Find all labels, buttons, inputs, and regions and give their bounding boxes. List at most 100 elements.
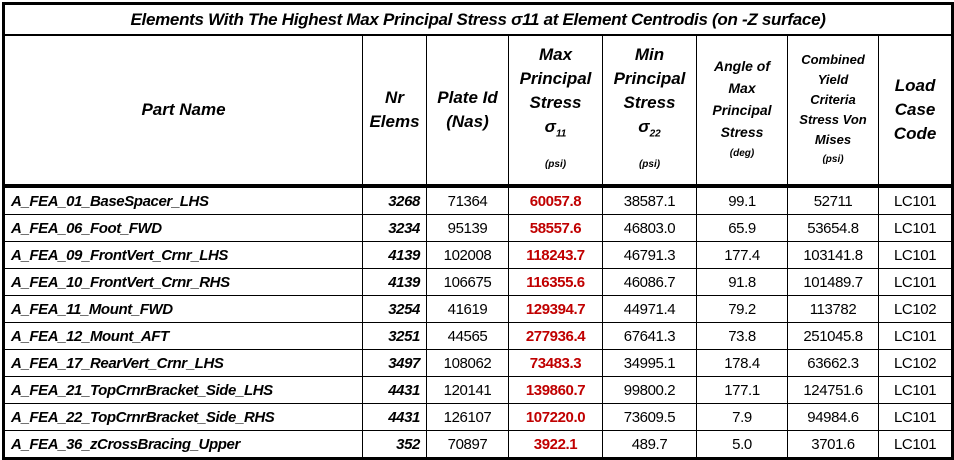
- load-case-cell: LC102: [877, 349, 954, 377]
- angle-cell: 177.4: [696, 241, 788, 269]
- header-load-case: Load Case Code: [877, 34, 954, 188]
- von-mises-cell: 63662.3: [787, 349, 879, 377]
- table-row: A_FEA_21_TopCrnrBracket_Side_LHS 4431 1201…: [3, 376, 954, 404]
- part-name-cell: A_FEA_22_TopCrnrBracket_Side_RHS: [3, 403, 363, 431]
- table-row: A_FEA_06_Foot_FWD 3234 95139 58557.6 46803.0…: [3, 214, 954, 242]
- load-case-cell: LC101: [877, 430, 954, 459]
- max-stress-cell: 58557.6: [508, 214, 603, 242]
- header-row: Part Name Nr Elems Plate Id (Nas) Max Princ…: [3, 34, 954, 188]
- part-name-cell: A_FEA_01_BaseSpacer_LHS: [3, 185, 363, 215]
- plate-id-cell: 108062: [426, 349, 509, 377]
- plate-id-cell: 120141: [426, 376, 509, 404]
- nr-elems-cell: 4139: [362, 241, 427, 269]
- min-stress-cell: 38587.1: [602, 185, 697, 215]
- max-stress-cell: 60057.8: [508, 185, 603, 215]
- plate-id-cell: 71364: [426, 185, 509, 215]
- von-mises-cell: 101489.7: [787, 268, 879, 296]
- nr-elems-cell: 4139: [362, 268, 427, 296]
- plate-id-cell: 106675: [426, 268, 509, 296]
- min-stress-cell: 46791.3: [602, 241, 697, 269]
- header-plate-id: Plate Id (Nas): [426, 34, 509, 188]
- von-mises-cell: 251045.8: [787, 322, 879, 350]
- max-stress-cell: 107220.0: [508, 403, 603, 431]
- max-stress-cell: 3922.1: [508, 430, 603, 459]
- table-row: A_FEA_09_FrontVert_Crnr_LHS 4139 102008 118…: [3, 241, 954, 269]
- load-case-cell: LC101: [877, 268, 954, 296]
- load-case-cell: LC101: [877, 376, 954, 404]
- plate-id-cell: 41619: [426, 295, 509, 323]
- min-stress-cell: 46086.7: [602, 268, 697, 296]
- plate-id-cell: 126107: [426, 403, 509, 431]
- table-row: A_FEA_22_TopCrnrBracket_Side_RHS 4431 1261…: [3, 403, 954, 431]
- table-row: A_FEA_12_Mount_AFT 3251 44565 277936.4 67641…: [3, 322, 954, 350]
- angle-cell: 79.2: [696, 295, 788, 323]
- max-stress-cell: 129394.7: [508, 295, 603, 323]
- min-stress-cell: 67641.3: [602, 322, 697, 350]
- load-case-cell: LC101: [877, 322, 954, 350]
- angle-cell: 65.9: [696, 214, 788, 242]
- part-name-cell: A_FEA_17_RearVert_Crnr_LHS: [3, 349, 363, 377]
- min-stress-cell: 73609.5: [602, 403, 697, 431]
- angle-cell: 177.1: [696, 376, 788, 404]
- angle-cell: 91.8: [696, 268, 788, 296]
- plate-id-cell: 70897: [426, 430, 509, 459]
- table-title: Elements With The Highest Max Principal …: [2, 3, 954, 36]
- nr-elems-cell: 3234: [362, 214, 427, 242]
- load-case-cell: LC101: [877, 241, 954, 269]
- table-row: A_FEA_11_Mount_FWD 3254 41619 129394.7 44971…: [3, 295, 954, 323]
- max-stress-cell: 139860.7: [508, 376, 603, 404]
- part-name-cell: A_FEA_10_FrontVert_Crnr_RHS: [3, 268, 363, 296]
- table-row: A_FEA_01_BaseSpacer_LHS 3268 71364 60057.8 3…: [3, 185, 954, 215]
- part-name-cell: A_FEA_11_Mount_FWD: [3, 295, 363, 323]
- part-name-cell: A_FEA_06_Foot_FWD: [3, 214, 363, 242]
- nr-elems-cell: 3497: [362, 349, 427, 377]
- nr-elems-cell: 3251: [362, 322, 427, 350]
- nr-elems-cell: 3268: [362, 185, 427, 215]
- von-mises-cell: 94984.6: [787, 403, 879, 431]
- load-case-cell: LC101: [877, 214, 954, 242]
- plate-id-cell: 102008: [426, 241, 509, 269]
- load-case-cell: LC101: [877, 185, 954, 215]
- max-stress-cell: 73483.3: [508, 349, 603, 377]
- header-max-principal-stress: Max Principal Stress σ11 (psi): [508, 34, 603, 188]
- max-stress-cell: 116355.6: [508, 268, 603, 296]
- plate-id-cell: 95139: [426, 214, 509, 242]
- min-stress-cell: 44971.4: [602, 295, 697, 323]
- header-von-mises: Combined Yield Criteria Stress Von Mises (ps…: [787, 34, 879, 188]
- von-mises-cell: 103141.8: [787, 241, 879, 269]
- nr-elems-cell: 4431: [362, 376, 427, 404]
- max-stress-cell: 277936.4: [508, 322, 603, 350]
- angle-cell: 7.9: [696, 403, 788, 431]
- header-part-name: Part Name: [3, 34, 363, 188]
- table-row: A_FEA_10_FrontVert_Crnr_RHS 4139 106675 116…: [3, 268, 954, 296]
- angle-cell: 5.0: [696, 430, 788, 459]
- angle-cell: 99.1: [696, 185, 788, 215]
- min-stress-cell: 99800.2: [602, 376, 697, 404]
- part-name-cell: A_FEA_36_zCrossBracing_Upper: [3, 430, 363, 459]
- plate-id-cell: 44565: [426, 322, 509, 350]
- von-mises-cell: 113782: [787, 295, 879, 323]
- von-mises-cell: 52711: [787, 185, 879, 215]
- header-angle: Angle of Max Principal Stress (deg): [696, 34, 788, 188]
- part-name-cell: A_FEA_09_FrontVert_Crnr_LHS: [3, 241, 363, 269]
- nr-elems-cell: 3254: [362, 295, 427, 323]
- von-mises-cell: 53654.8: [787, 214, 879, 242]
- header-nr-elems: Nr Elems: [362, 34, 427, 188]
- min-stress-cell: 46803.0: [602, 214, 697, 242]
- load-case-cell: LC101: [877, 403, 954, 431]
- part-name-cell: A_FEA_21_TopCrnrBracket_Side_LHS: [3, 376, 363, 404]
- load-case-cell: LC102: [877, 295, 954, 323]
- table-row: A_FEA_36_zCrossBracing_Upper 352 70897 3922…: [3, 430, 954, 459]
- von-mises-cell: 3701.6: [787, 430, 879, 459]
- angle-cell: 178.4: [696, 349, 788, 377]
- min-stress-cell: 489.7: [602, 430, 697, 459]
- nr-elems-cell: 4431: [362, 403, 427, 431]
- part-name-cell: A_FEA_12_Mount_AFT: [3, 322, 363, 350]
- angle-cell: 73.8: [696, 322, 788, 350]
- von-mises-cell: 124751.6: [787, 376, 879, 404]
- min-stress-cell: 34995.1: [602, 349, 697, 377]
- nr-elems-cell: 352: [362, 430, 427, 459]
- table-row: A_FEA_17_RearVert_Crnr_LHS 3497 108062 7348…: [3, 349, 954, 377]
- max-stress-cell: 118243.7: [508, 241, 603, 269]
